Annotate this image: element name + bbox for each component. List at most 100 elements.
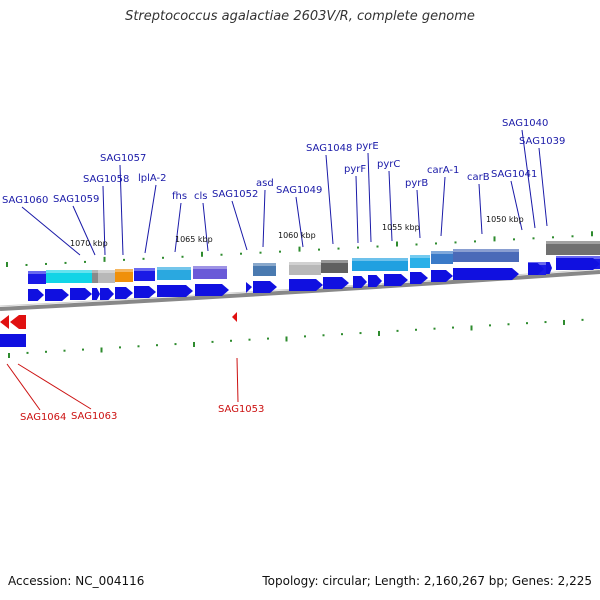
- scale-tick-bottom: [526, 322, 528, 325]
- scale-tick-bottom: [63, 349, 66, 352]
- gene-label-sag1063: SAG1063: [71, 411, 117, 422]
- gene-label-sag1064: SAG1064: [20, 412, 66, 423]
- forward-gene-arrow: [157, 285, 193, 297]
- scale-tick-top: [532, 237, 535, 240]
- label-leader-line: [236, 357, 239, 403]
- gene-label-asd: asd: [256, 178, 274, 189]
- gene-feature-shade: [289, 262, 321, 265]
- gene-feature-shade: [92, 270, 98, 273]
- scale-tick-top: [25, 263, 28, 266]
- label-leader-line: [262, 189, 266, 248]
- label-leader-line: [144, 184, 157, 254]
- label-leader-line: [510, 180, 523, 231]
- label-leader-line: [174, 202, 182, 253]
- forward-gene-arrow: [289, 279, 323, 291]
- scale-label: 1050 kbp: [486, 215, 524, 224]
- scale-tick-top: [552, 236, 554, 239]
- gene-feature-box: [92, 270, 98, 283]
- gene-label-carb: carB: [467, 172, 490, 183]
- forward-gene-arrow: [92, 288, 100, 300]
- gene-label-sag1058: SAG1058: [83, 174, 129, 185]
- scale-tick-top: [201, 251, 203, 257]
- gene-feature-box: [546, 241, 600, 255]
- scale-tick-bottom: [581, 318, 584, 321]
- scale-tick-top: [454, 241, 457, 244]
- gene-feature-box: [134, 268, 155, 281]
- gene-label-sag1048: SAG1048: [306, 143, 352, 154]
- backbone-line: [0, 270, 600, 311]
- scale-tick-bottom: [211, 340, 214, 343]
- scale-tick-bottom: [100, 347, 103, 353]
- forward-gene-arrow: [246, 282, 252, 293]
- genome-summary-text: Topology: circular; Length: 2,160,267 bp…: [262, 574, 592, 588]
- label-leader-line: [355, 175, 359, 244]
- scale-tick-bottom: [156, 344, 158, 347]
- gene-feature-box: [0, 334, 26, 347]
- scale-tick-top: [318, 248, 320, 251]
- gene-label-sag1040: SAG1040: [502, 118, 548, 129]
- label-leader-line: [367, 152, 372, 243]
- scale-tick-bottom: [507, 323, 510, 326]
- gene-feature-shade: [556, 256, 600, 259]
- gene-label-sag1039: SAG1039: [519, 136, 565, 147]
- scale-tick-bottom: [174, 343, 177, 346]
- gene-feature-box: [193, 266, 227, 279]
- scale-label: 1060 kbp: [278, 231, 316, 240]
- gene-label-sag1052: SAG1052: [212, 189, 258, 200]
- scale-tick-top: [103, 256, 106, 262]
- label-leader-line: [388, 170, 393, 242]
- gene-feature-box: [352, 258, 408, 271]
- gene-label-cls: cls: [194, 191, 208, 202]
- scale-tick-top: [162, 256, 164, 259]
- label-leader-line: [119, 164, 124, 256]
- scale-tick-bottom: [452, 326, 454, 329]
- scale-tick-bottom: [489, 324, 491, 327]
- gene-label-sag1053: SAG1053: [218, 404, 264, 415]
- forward-gene-arrow: [528, 263, 544, 275]
- scale-tick-top: [396, 241, 398, 247]
- label-leader-line: [102, 185, 106, 256]
- scale-tick-top: [259, 251, 262, 254]
- gene-feature-shade: [28, 271, 46, 274]
- gene-feature-shade: [46, 270, 92, 273]
- gene-feature-shade: [98, 270, 115, 273]
- scale-tick-top: [298, 246, 301, 252]
- scale-tick-bottom: [415, 328, 417, 331]
- scale-tick-top: [571, 235, 574, 238]
- scale-tick-bottom: [285, 336, 288, 342]
- gene-feature-box: [253, 263, 276, 276]
- reverse-gene-arrow: [232, 312, 237, 322]
- reverse-gene-arrow: [19, 315, 26, 329]
- gene-feature-box: [28, 271, 46, 284]
- scale-tick-top: [220, 253, 223, 256]
- scale-tick-top: [493, 236, 496, 242]
- gene-feature-box: [115, 269, 133, 282]
- gene-feature-box: [410, 255, 430, 268]
- forward-gene-arrow: [384, 274, 408, 286]
- gene-feature-shade: [134, 268, 155, 271]
- forward-gene-arrow: [353, 276, 367, 288]
- scale-tick-bottom: [470, 325, 473, 331]
- label-leader-line: [440, 176, 446, 237]
- forward-gene-arrow: [28, 289, 44, 301]
- forward-gene-arrow: [368, 275, 382, 287]
- forward-gene-arrow: [45, 289, 69, 301]
- scale-tick-top: [240, 252, 242, 255]
- gene-feature-box: [98, 270, 115, 283]
- scale-tick-top: [415, 243, 418, 246]
- scale-tick-bottom: [359, 332, 362, 335]
- scale-tick-top: [279, 250, 281, 253]
- reverse-gene-arrow: [10, 315, 19, 329]
- gene-feature-box: [321, 260, 348, 273]
- forward-gene-arrow: [134, 286, 156, 298]
- gene-feature-shade: [410, 255, 430, 258]
- forward-gene-arrow: [253, 281, 277, 293]
- scale-tick-top: [64, 261, 67, 264]
- gene-feature-box: [289, 262, 321, 275]
- scale-tick-top: [474, 240, 476, 243]
- gene-feature-box: [431, 251, 453, 264]
- scale-tick-bottom: [267, 337, 269, 340]
- scale-tick-top: [84, 260, 86, 263]
- gene-feature-shade: [453, 249, 519, 252]
